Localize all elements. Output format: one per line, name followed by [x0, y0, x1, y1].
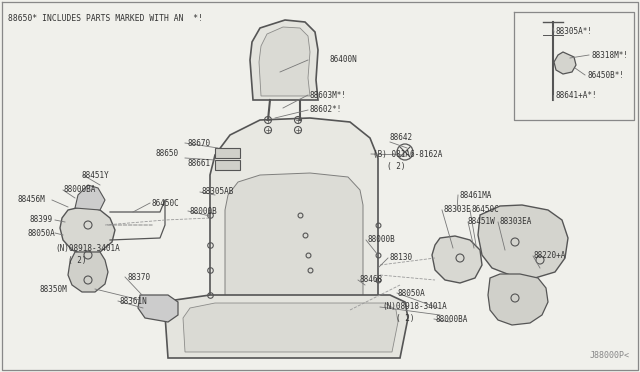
Polygon shape — [210, 118, 378, 315]
Text: ( 2): ( 2) — [68, 256, 86, 264]
Text: (N)08918-3401A: (N)08918-3401A — [382, 302, 447, 311]
Polygon shape — [250, 20, 318, 100]
Polygon shape — [75, 185, 105, 210]
Text: 88650: 88650 — [155, 148, 178, 157]
Text: 88130: 88130 — [390, 253, 413, 263]
Text: 88000BA: 88000BA — [64, 186, 97, 195]
Text: 88350M: 88350M — [40, 285, 68, 294]
Polygon shape — [554, 52, 576, 74]
Text: 88650* INCLUDES PARTS MARKED WITH AN  *!: 88650* INCLUDES PARTS MARKED WITH AN *! — [8, 14, 203, 23]
Text: 88399: 88399 — [30, 215, 53, 224]
Text: 88305A*!: 88305A*! — [556, 28, 593, 36]
Polygon shape — [225, 173, 363, 310]
Text: 88451Y: 88451Y — [82, 170, 109, 180]
Text: (N)08918-3401A: (N)08918-3401A — [55, 244, 120, 253]
Polygon shape — [68, 252, 108, 292]
Text: 88303E: 88303E — [443, 205, 471, 215]
Text: 88641+A*!: 88641+A*! — [555, 90, 596, 99]
Text: 88451W: 88451W — [468, 218, 496, 227]
Text: 86400N: 86400N — [330, 55, 358, 64]
Text: 86450C: 86450C — [472, 205, 500, 215]
FancyBboxPatch shape — [215, 148, 240, 158]
Text: 88642: 88642 — [390, 134, 413, 142]
Text: 88000BA: 88000BA — [436, 314, 468, 324]
Text: 86450B*!: 86450B*! — [587, 71, 624, 80]
Text: 88603M*!: 88603M*! — [310, 90, 347, 99]
Text: 88461MA: 88461MA — [459, 190, 492, 199]
Polygon shape — [259, 27, 310, 96]
Text: 88000B: 88000B — [190, 206, 218, 215]
Text: ( 2): ( 2) — [387, 161, 406, 170]
Text: 88456M: 88456M — [18, 196, 45, 205]
Text: 88050A: 88050A — [398, 289, 426, 298]
Text: (B) 081A6-8162A: (B) 081A6-8162A — [373, 150, 442, 158]
Text: ( 2): ( 2) — [396, 314, 415, 324]
Text: 88670: 88670 — [187, 138, 210, 148]
Text: 88370: 88370 — [127, 273, 150, 282]
Polygon shape — [432, 236, 482, 283]
FancyBboxPatch shape — [215, 160, 240, 170]
Text: 88000B: 88000B — [367, 235, 395, 244]
Text: J88000P<: J88000P< — [590, 351, 630, 360]
Text: 88305AB: 88305AB — [202, 187, 234, 196]
Polygon shape — [138, 295, 178, 322]
Text: 88050A: 88050A — [27, 228, 55, 237]
Polygon shape — [183, 303, 398, 352]
Text: 88602*!: 88602*! — [310, 106, 342, 115]
Text: 88220+A: 88220+A — [534, 251, 566, 260]
Text: 88361N: 88361N — [120, 296, 148, 305]
Text: 88661: 88661 — [187, 158, 210, 167]
Polygon shape — [478, 205, 568, 278]
Text: 88318M*!: 88318M*! — [591, 51, 628, 60]
Text: 88468: 88468 — [360, 276, 383, 285]
Polygon shape — [165, 295, 408, 358]
Text: 86450C: 86450C — [152, 199, 180, 208]
Polygon shape — [60, 206, 115, 255]
Text: 88303EA: 88303EA — [500, 218, 532, 227]
Polygon shape — [488, 274, 548, 325]
